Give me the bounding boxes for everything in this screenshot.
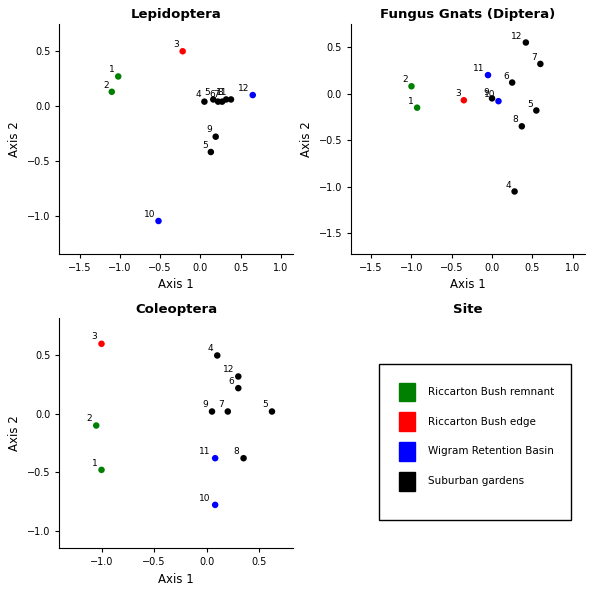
Text: 8: 8: [234, 447, 240, 456]
Point: [211, 453, 220, 463]
Y-axis label: Axis 2: Axis 2: [8, 415, 21, 451]
Text: 3: 3: [455, 89, 461, 99]
Text: 9: 9: [483, 87, 489, 96]
Text: 11: 11: [473, 64, 485, 73]
X-axis label: Axis 1: Axis 1: [158, 573, 194, 586]
Point: [459, 96, 468, 105]
Text: 8: 8: [513, 115, 519, 125]
Text: 1: 1: [91, 459, 97, 467]
Text: 5: 5: [202, 141, 208, 150]
Point: [234, 383, 243, 393]
Bar: [399, 472, 415, 491]
Text: 12: 12: [511, 31, 522, 40]
Text: 4: 4: [196, 90, 201, 99]
Point: [97, 465, 106, 475]
Text: 10: 10: [144, 210, 155, 219]
Title: Site: Site: [453, 302, 483, 315]
Text: 8: 8: [217, 89, 223, 97]
Bar: [379, 364, 570, 520]
Point: [107, 87, 116, 97]
Point: [412, 103, 422, 112]
Y-axis label: Axis 2: Axis 2: [300, 121, 313, 157]
Text: 7: 7: [213, 90, 219, 99]
Title: Lepidoptera: Lepidoptera: [131, 8, 222, 21]
Text: 12: 12: [223, 365, 234, 374]
Text: 10: 10: [199, 494, 211, 503]
Point: [113, 72, 123, 81]
Text: Riccarton Bush remnant: Riccarton Bush remnant: [428, 387, 554, 397]
Point: [494, 96, 503, 106]
Point: [483, 70, 493, 80]
Point: [178, 46, 187, 56]
Point: [267, 407, 277, 416]
Title: Coleoptera: Coleoptera: [135, 302, 217, 315]
Point: [208, 407, 217, 416]
Text: 4: 4: [506, 181, 511, 189]
Text: Wigram Retention Basin: Wigram Retention Basin: [428, 447, 554, 457]
Point: [508, 78, 517, 87]
Text: 2: 2: [87, 414, 92, 423]
Point: [211, 500, 220, 510]
Point: [218, 97, 227, 106]
Point: [535, 59, 545, 69]
Point: [221, 94, 231, 104]
Text: Riccarton Bush edge: Riccarton Bush edge: [428, 416, 536, 426]
Text: 11: 11: [199, 447, 211, 456]
Text: 5: 5: [205, 89, 210, 97]
Text: 2: 2: [103, 81, 109, 90]
Text: Suburban gardens: Suburban gardens: [428, 476, 524, 486]
Text: 4: 4: [208, 344, 213, 353]
Text: 11: 11: [216, 89, 228, 97]
Point: [211, 132, 221, 141]
Y-axis label: Axis 2: Axis 2: [8, 121, 21, 157]
Point: [517, 122, 527, 131]
Point: [154, 216, 163, 226]
Text: 1: 1: [109, 65, 115, 74]
Point: [234, 372, 243, 381]
Text: 5: 5: [262, 400, 268, 409]
Point: [531, 106, 541, 115]
Point: [200, 97, 209, 106]
Text: 3: 3: [174, 40, 180, 49]
Point: [223, 407, 232, 416]
Point: [487, 94, 497, 103]
Title: Fungus Gnats (Diptera): Fungus Gnats (Diptera): [380, 8, 556, 21]
Point: [209, 94, 218, 104]
X-axis label: Axis 1: Axis 1: [450, 279, 486, 292]
Point: [510, 187, 519, 196]
Text: 7: 7: [218, 400, 224, 409]
Point: [239, 453, 248, 463]
Point: [407, 81, 416, 91]
Point: [213, 97, 223, 106]
Bar: [399, 443, 415, 461]
Point: [227, 94, 236, 104]
Text: 2: 2: [403, 75, 408, 84]
Text: 7: 7: [531, 53, 537, 62]
Point: [212, 350, 222, 360]
Bar: [399, 383, 415, 401]
Text: 10: 10: [484, 90, 495, 99]
Point: [206, 147, 216, 157]
Point: [91, 421, 101, 430]
Text: 12: 12: [238, 84, 250, 93]
Bar: [399, 412, 415, 431]
Point: [521, 38, 531, 48]
Text: 5: 5: [527, 100, 533, 109]
Text: 3: 3: [91, 333, 97, 342]
Point: [248, 90, 257, 100]
Text: 9: 9: [207, 125, 212, 134]
Text: 1: 1: [408, 97, 414, 106]
X-axis label: Axis 1: Axis 1: [158, 279, 194, 292]
Text: 6: 6: [228, 377, 234, 386]
Text: 9: 9: [202, 400, 208, 409]
Point: [97, 339, 106, 349]
Text: 6: 6: [503, 72, 509, 81]
Text: 6: 6: [209, 90, 215, 99]
